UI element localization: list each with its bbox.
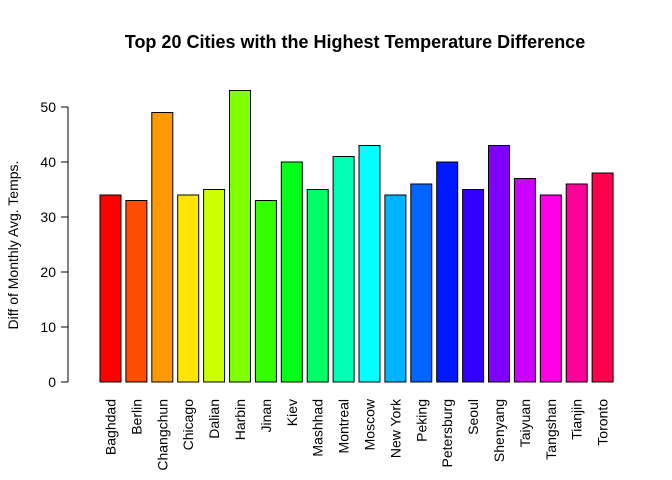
x-tick-label: Peking [413,399,429,442]
y-axis-label: Diff of Monthly Avg. Temps. [5,161,21,330]
x-tick-label: Dalian [206,399,222,439]
bars-group [99,90,614,383]
bar-tangshan [539,194,562,383]
bar-tianjin [565,183,588,383]
bar-taiyuan [513,178,536,383]
y-axis: 0 10 20 30 40 50 [40,99,69,390]
x-tick-label: Mashhad [310,399,326,457]
bar-kiev [280,161,303,383]
x-tick-label: New York [387,398,403,458]
bar-peking [410,183,433,383]
bar-chicago [177,194,200,383]
bar-jinan [254,200,277,383]
x-tick-label: Tangshan [543,399,559,460]
bar-petersburg [436,161,459,383]
x-tick-label: Taiyuan [517,399,533,447]
x-tick-label: Tianjin [569,399,585,440]
x-tick-label: Montreal [336,399,352,453]
x-tick-label: Jinan [258,399,274,432]
x-tick-label: Baghdad [103,399,119,455]
bar-moscow [358,145,381,383]
bar-seoul [462,189,485,383]
bar-changchun [151,112,174,383]
bar-montreal [332,156,355,383]
y-tick-label: 0 [48,374,56,390]
x-tick-labels: Baghdad Berlin Changchun Chicago Dalian Harbi… [103,398,611,471]
y-tick-label: 10 [40,319,56,335]
x-tick-label: Kiev [284,399,300,426]
bar-toronto [591,172,614,383]
y-tick-label: 30 [40,209,56,225]
bar-berlin [125,200,148,383]
x-tick-label: Shenyang [491,399,507,462]
bar-mashhad [306,189,329,383]
bar-harbin [229,90,251,383]
x-tick-label: Berlin [128,399,144,435]
bar-new-york [384,194,407,383]
x-tick-label: Moscow [362,398,378,450]
bar-shenyang [488,145,510,383]
x-tick-label: Toronto [595,399,611,446]
x-tick-label: Chicago [180,399,196,451]
x-tick-label: Seoul [465,399,481,435]
x-tick-label: Harbin [232,399,248,440]
y-tick-label: 50 [40,99,56,115]
bar-dalian [203,189,226,383]
x-tick-label: Petersburg [439,399,455,467]
y-tick-label: 40 [40,154,56,170]
x-tick-label: Changchun [154,399,170,471]
bar-baghdad [99,194,122,383]
y-tick-label: 20 [40,264,56,280]
chart-title: Top 20 Cities with the Highest Temperatu… [125,32,585,52]
